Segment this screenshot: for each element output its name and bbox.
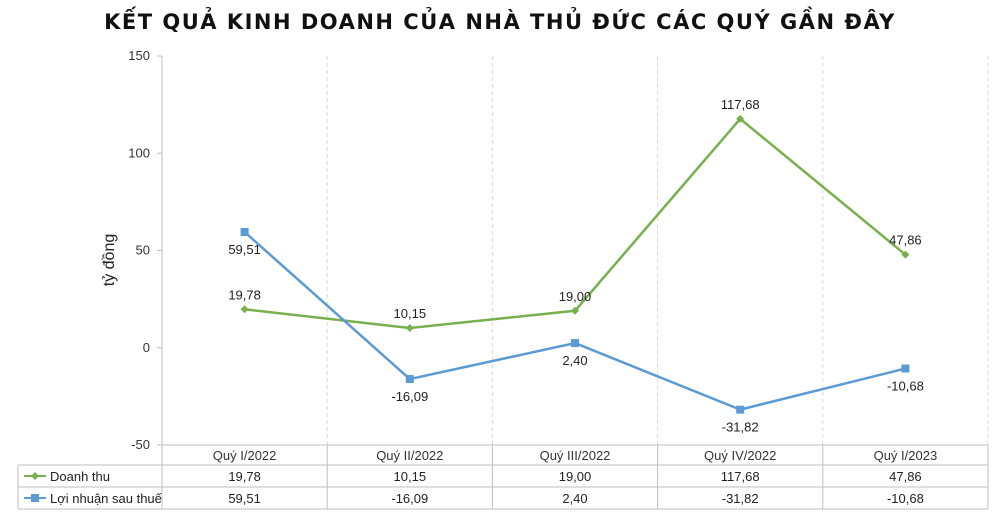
category-label: Quý I/2023: [874, 448, 938, 463]
table-cell: 59,51: [228, 491, 261, 506]
table-cell: -10,68: [887, 491, 924, 506]
data-label: 10,15: [394, 306, 427, 321]
y-tick-label: 0: [143, 340, 150, 355]
table-cell: 10,15: [394, 469, 427, 484]
data-label: 19,00: [559, 289, 592, 304]
y-tick-label: 100: [128, 145, 150, 160]
data-label: 59,51: [228, 242, 261, 257]
data-point: [405, 375, 414, 384]
table-cell: 19,00: [559, 469, 592, 484]
legend-marker: [31, 494, 39, 502]
category-label: Quý I/2022: [213, 448, 277, 463]
data-point: [240, 228, 249, 237]
y-tick-label: 150: [128, 48, 150, 63]
grid-layer: [161, 56, 989, 445]
y-tick-label: 50: [136, 243, 150, 258]
y-tick-label: -50: [131, 437, 150, 452]
legend-marker: [31, 472, 39, 480]
label-layer: 19,78 10,15 19,00 117,68 47,86 59,51 -16,09 2,4…: [228, 97, 924, 435]
data-label: -10,68: [887, 379, 924, 394]
data-label: -31,82: [722, 420, 759, 435]
axis-layer: -50 0 50 100 150: [128, 48, 163, 452]
table-cell: -31,82: [722, 491, 759, 506]
series-line-1: [243, 231, 906, 411]
data-table: Quý I/2022 Quý II/2022 Quý III/2022 Quý IV/…: [17, 444, 989, 510]
legend-label: Doanh thu: [50, 469, 110, 484]
table-cell: 117,68: [721, 469, 760, 484]
data-point: [571, 306, 579, 315]
data-label: 2,40: [562, 353, 587, 368]
category-label: Quý II/2022: [376, 448, 443, 463]
table-cell: 47,86: [889, 469, 922, 484]
data-label: -16,09: [391, 389, 428, 404]
data-point: [405, 324, 414, 333]
y-axis-title: tỷ đồng: [101, 234, 118, 286]
series-layer: [240, 114, 910, 414]
data-point: [901, 250, 910, 259]
table-cell: -16,09: [391, 491, 428, 506]
data-label: 19,78: [228, 287, 261, 302]
data-point: [901, 364, 910, 373]
category-label: Quý IV/2022: [704, 448, 776, 463]
data-point: [240, 305, 249, 314]
data-label: 117,68: [721, 97, 760, 112]
legend-label: Lợi nhuận sau thuế: [50, 491, 163, 506]
category-label: Quý III/2022: [540, 448, 611, 463]
table-cell: 2,40: [562, 491, 587, 506]
table-cell: 19,78: [228, 469, 261, 484]
data-label: 47,86: [889, 233, 922, 248]
chart-title: KẾT QUẢ KINH DOANH CỦA NHÀ THỦ ĐỨC CÁC Q…: [104, 10, 896, 34]
data-point: [736, 114, 745, 123]
data-point: [571, 339, 579, 348]
data-point: [736, 405, 745, 414]
